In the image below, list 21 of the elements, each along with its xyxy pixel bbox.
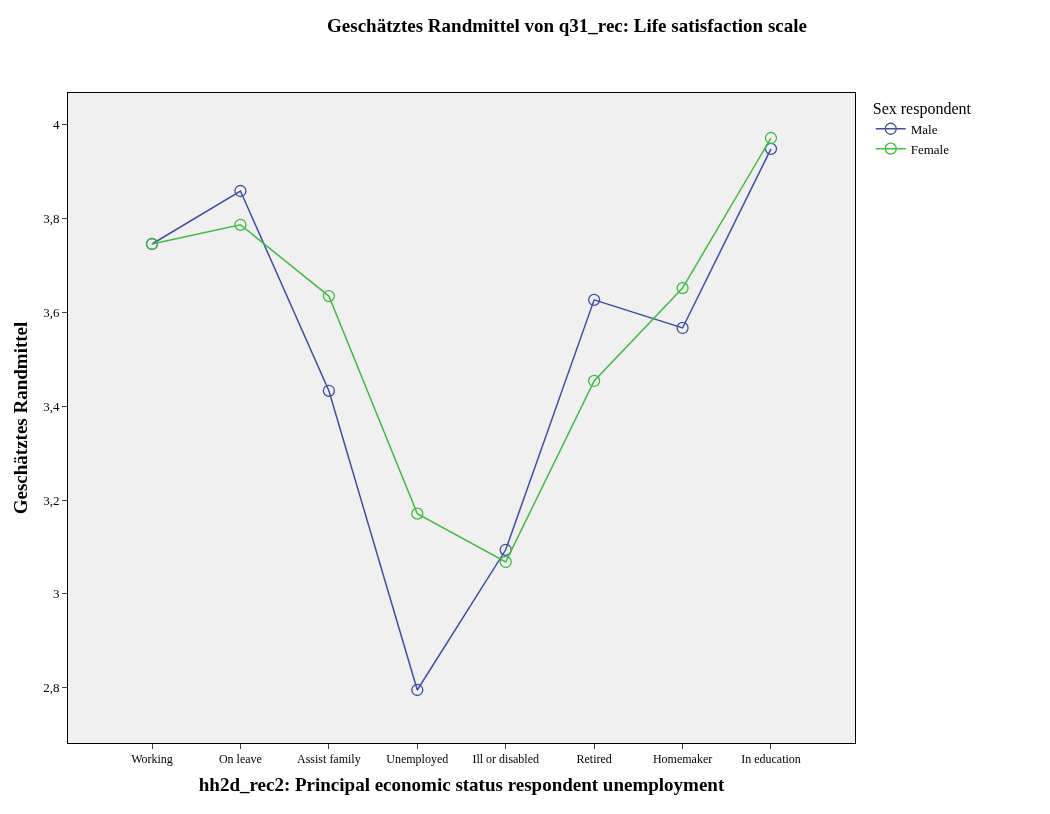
- x-tick-label: Homemaker: [652, 752, 713, 767]
- x-tick-label: On leave: [218, 752, 262, 767]
- x-tick-label: Unemployed: [386, 752, 449, 767]
- x-tick-label: In education: [741, 752, 801, 767]
- y-axis-title: Geschätztes Randmittel: [10, 321, 31, 515]
- legend-label: Male: [910, 121, 938, 137]
- x-tick-label: Ill or disabled: [472, 752, 540, 767]
- x-tick-label: Working: [131, 752, 173, 767]
- chart-title: Geschätztes Randmittel von q31_rec: Life satisfaction scale: [327, 15, 807, 37]
- y-tick-label: 3,6: [43, 305, 60, 321]
- y-tick-label: 3: [52, 586, 60, 602]
- x-tick-label: Retired: [576, 752, 612, 767]
- legend-title: Sex respondent: [872, 99, 972, 118]
- x-axis-title: hh2d_rec2: Principal economic status respondent unemployment: [198, 774, 725, 796]
- x-tick-label: Assist family: [297, 752, 361, 767]
- y-tick-label: 3,2: [43, 492, 60, 508]
- y-tick-label: 3,4: [43, 398, 60, 414]
- legend-label: Female: [910, 141, 950, 157]
- y-tick-label: 2,8: [43, 680, 60, 696]
- y-tick-label: 3,8: [43, 211, 60, 227]
- y-tick-label: 4: [52, 117, 60, 133]
